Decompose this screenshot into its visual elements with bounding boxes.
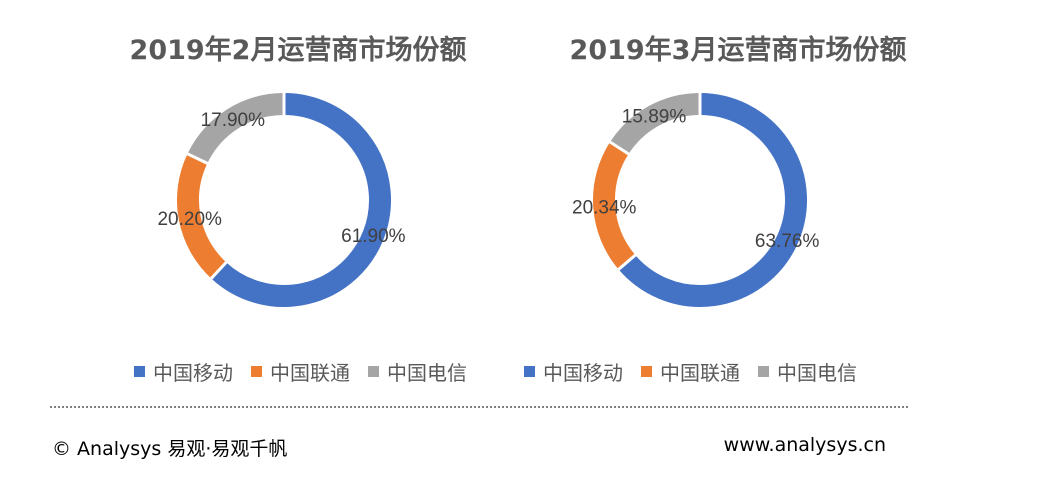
chart-1-title: 2019年2月运营商市场份额 <box>129 35 467 66</box>
donut-chart-mar: 63.76% 20.34% 15.89% <box>572 92 820 307</box>
legend-label: 中国电信 <box>777 361 857 385</box>
label-china-telecom: 17.90% <box>201 110 266 131</box>
legend-label: 中国联通 <box>270 361 350 385</box>
slice-china-telecom <box>610 93 701 155</box>
legend-label: 中国移动 <box>543 361 623 385</box>
legend-swatch <box>524 366 535 377</box>
slice-china-unicom <box>177 153 227 279</box>
chart-2-legend: 中国移动 中国联通 中国电信 <box>524 357 857 386</box>
legend-item: 中国联通 <box>641 357 740 386</box>
slice-separator <box>209 260 228 281</box>
slice-china-mobile <box>618 93 807 307</box>
label-china-mobile: 61.90% <box>341 226 406 247</box>
legend-item: 中国电信 <box>758 357 857 386</box>
legend-swatch <box>251 366 262 377</box>
legend-label: 中国移动 <box>153 361 233 385</box>
legend-swatch <box>641 366 652 377</box>
legend-swatch <box>134 366 145 377</box>
source-credit: © Analysys 易观·易观千帆 <box>52 438 288 460</box>
donut-chart-feb: 61.90% 20.20% 17.90% <box>157 92 406 307</box>
chart-2-title: 2019年3月运营商市场份额 <box>569 35 907 66</box>
slice-china-mobile <box>211 93 391 307</box>
slice-separator <box>616 253 638 272</box>
legend-label: 中国联通 <box>660 361 740 385</box>
footer-divider <box>50 406 908 408</box>
label-china-telecom: 15.89% <box>622 107 687 128</box>
legend-item: 中国移动 <box>524 357 623 386</box>
website-text: www.analysys.cn <box>723 434 886 456</box>
chart-1-legend: 中国移动 中国联通 中国电信 <box>134 357 467 386</box>
legend-label: 中国电信 <box>387 361 467 385</box>
legend-item: 中国电信 <box>368 357 467 386</box>
slice-china-telecom <box>187 93 285 164</box>
legend-item: 中国移动 <box>134 357 233 386</box>
label-china-unicom: 20.20% <box>157 209 222 230</box>
label-china-mobile: 63.76% <box>755 231 820 252</box>
slice-separator <box>185 152 209 166</box>
legend-item: 中国联通 <box>251 357 350 386</box>
legend-swatch <box>368 366 379 377</box>
legend-swatch <box>758 366 769 377</box>
slice-china-unicom <box>593 142 636 270</box>
label-china-unicom: 20.34% <box>572 197 637 218</box>
slice-separator <box>608 140 631 156</box>
